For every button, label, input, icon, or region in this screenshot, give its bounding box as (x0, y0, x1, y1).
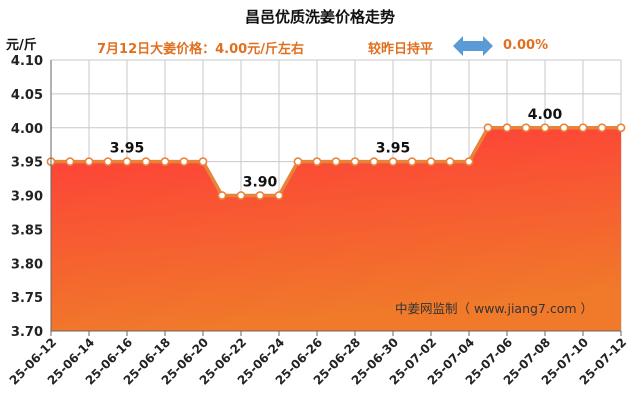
data-point (540, 123, 550, 133)
data-point (483, 123, 493, 133)
data-point (122, 157, 132, 167)
data-point (331, 157, 341, 167)
y-tick-label: 4.00 (11, 122, 43, 137)
price-summary: 7月12日大姜价格：4.00元/斤左右 (97, 42, 304, 57)
data-label: 3.90 (243, 175, 278, 191)
data-point (84, 157, 94, 167)
data-point (217, 191, 227, 200)
y-tick-label: 3.95 (11, 156, 43, 171)
data-point (274, 191, 284, 200)
y-tick-label: 3.85 (11, 223, 43, 238)
data-point (160, 157, 170, 167)
data-point (312, 157, 322, 167)
y-tick-label: 3.90 (11, 190, 43, 205)
data-point (521, 123, 531, 133)
data-point (445, 157, 455, 167)
data-point (293, 157, 303, 167)
data-point (597, 123, 607, 133)
double-arrow-icon (453, 36, 493, 56)
data-point (616, 123, 626, 133)
data-point (502, 123, 512, 133)
price-summary-row: 7月12日大姜价格：4.00元/斤左右 较昨日持平 0.00% (0, 36, 640, 60)
y-tick-label: 3.75 (11, 291, 43, 306)
change-value: 0.00% (503, 38, 549, 53)
data-point (198, 157, 208, 167)
data-point (369, 157, 379, 167)
data-point (255, 191, 265, 200)
y-tick-label: 3.80 (11, 257, 43, 272)
data-point (236, 191, 246, 200)
y-axis-unit: 元/斤 (6, 38, 37, 53)
data-point (464, 157, 474, 167)
y-tick-label: 4.05 (11, 88, 43, 103)
data-point (141, 157, 151, 167)
data-label: 3.95 (376, 141, 411, 157)
data-point (65, 157, 75, 167)
data-point (559, 123, 569, 133)
data-point (179, 157, 189, 167)
chart-title: 昌邑优质洗姜价格走势 (244, 8, 395, 26)
series-area (51, 127, 621, 331)
watermark: 中姜网监制（ www.jiang7.com ） (395, 301, 593, 316)
data-point (350, 157, 360, 167)
data-point (578, 123, 588, 133)
data-point (407, 157, 417, 167)
y-tick-label: 3.70 (11, 325, 43, 340)
y-tick-label: 4.10 (11, 54, 43, 69)
data-label: 3.95 (110, 141, 145, 157)
data-point (103, 157, 113, 167)
data-point (426, 157, 436, 167)
data-point (388, 157, 398, 167)
data-label: 4.00 (528, 107, 563, 123)
change-label: 较昨日持平 (368, 42, 434, 57)
